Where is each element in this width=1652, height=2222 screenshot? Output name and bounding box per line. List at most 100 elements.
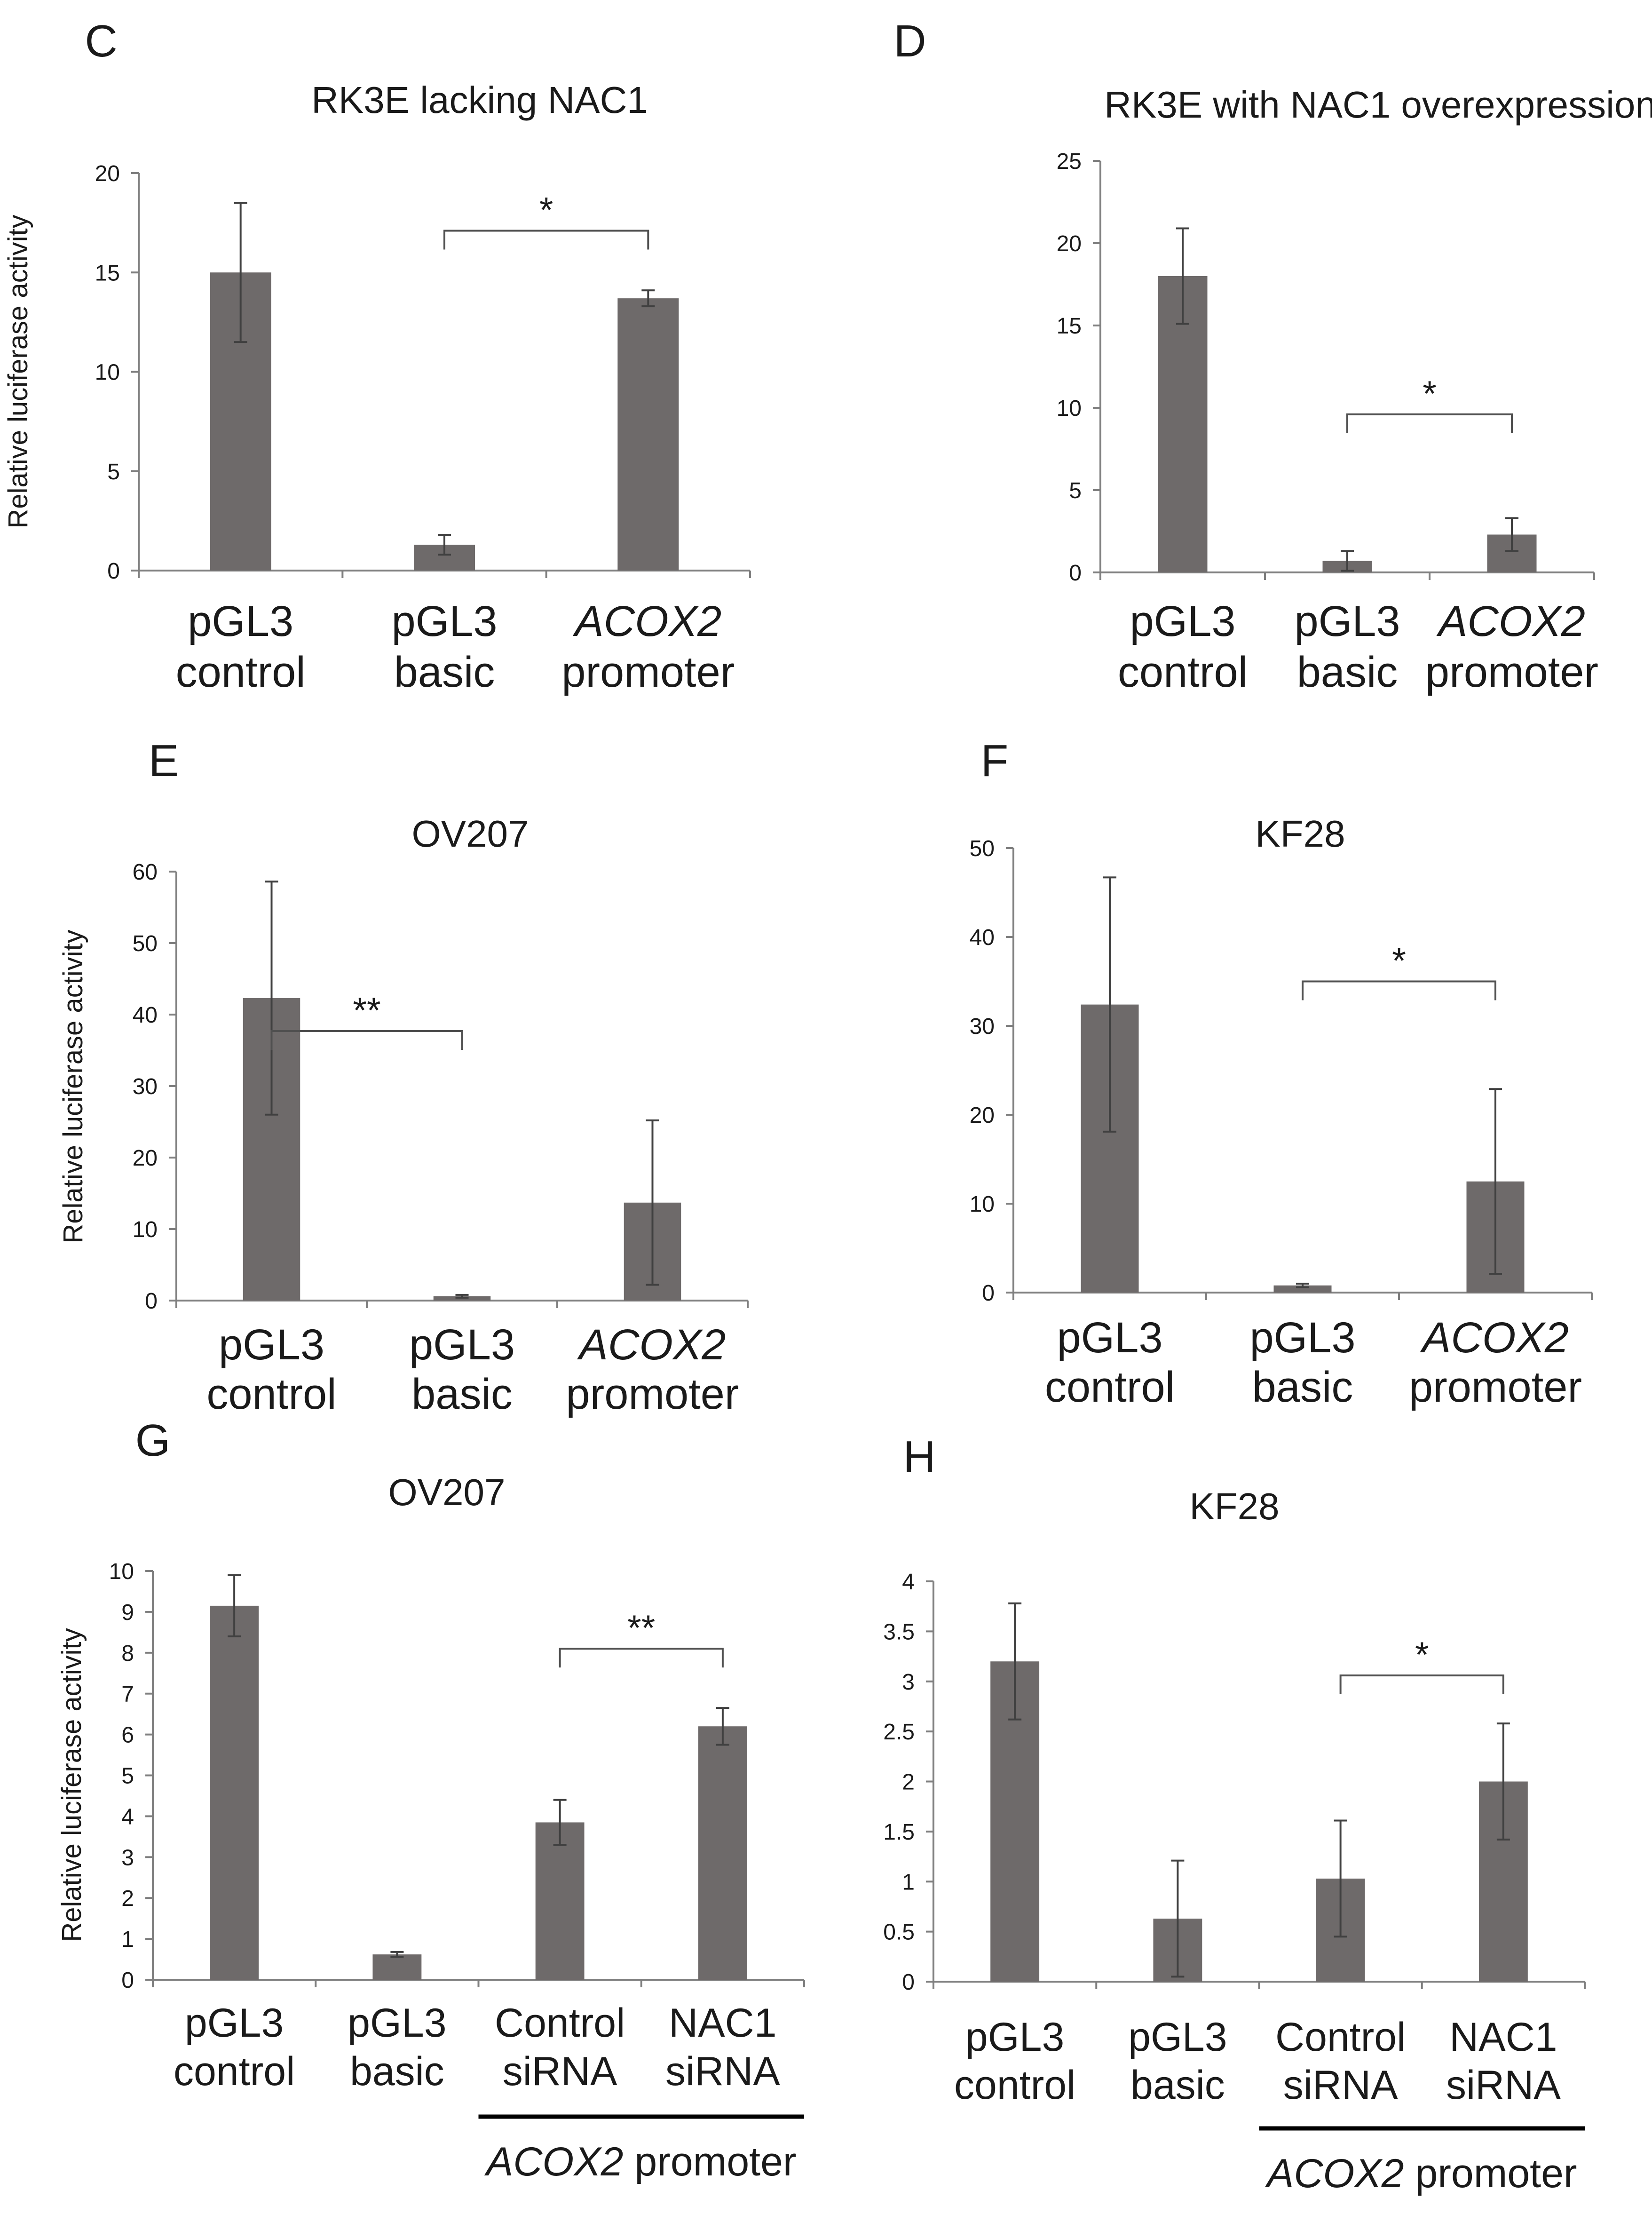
panel-letter: C [85, 16, 117, 66]
x-tick-label: promoter [1425, 648, 1598, 696]
x-tick-label: control [174, 2049, 295, 2094]
y-tick-label: 10 [1057, 396, 1082, 421]
chart-panel-e: E OV207 Relative luciferase activity 0 10 20 3… [58, 736, 749, 1418]
x-tick-label: basic [411, 1370, 513, 1418]
panel-letter: H [903, 1432, 935, 1482]
y-tick-label: 0 [145, 1289, 158, 1314]
y-tick-label: 30 [133, 1074, 158, 1099]
y-axis-label: Relative luciferase activity [58, 929, 88, 1243]
y-tick-label: 0 [982, 1281, 995, 1306]
y-tick-label: 20 [133, 1146, 158, 1171]
y-tick-label: 2 [121, 1886, 134, 1911]
x-tick-label: siRNA [665, 2049, 780, 2094]
group-label-gene: ACOX2 [484, 2139, 624, 2184]
x-tick-label: ACOX2 [1420, 1314, 1569, 1362]
x-tick-label: ACOX2 [1436, 597, 1585, 645]
y-tick-label: 0 [1069, 561, 1082, 586]
x-tick-label: promoter [1409, 1363, 1582, 1411]
significance-marker: ** [627, 1608, 655, 1648]
significance-marker: * [1415, 1635, 1429, 1675]
group-label-rest: promoter [624, 2139, 797, 2184]
y-tick-label: 10 [133, 1217, 158, 1242]
chart-panel-c: C RK3E lacking NAC1 Relative luciferase ac… [3, 16, 751, 696]
panel-letter: G [135, 1415, 171, 1466]
chart-title: OV207 [388, 1471, 505, 1513]
y-tick-label: 0 [107, 559, 120, 584]
x-tick-label: basic [350, 2049, 444, 2094]
y-tick-label: 1 [121, 1927, 134, 1952]
x-tick-label: ACOX2 [572, 597, 721, 645]
x-tick-label: siRNA [503, 2049, 617, 2094]
y-tick-label: 3.5 [883, 1619, 915, 1644]
y-tick-label: 60 [133, 860, 158, 885]
x-tick-label: ACOX2 [577, 1321, 726, 1369]
x-tick-label: pGL3 [1130, 597, 1235, 645]
x-tick-label: pGL3 [965, 2015, 1064, 2060]
bar [1273, 1285, 1332, 1293]
y-tick-label: 0.5 [883, 1920, 915, 1945]
y-tick-label: 25 [1057, 149, 1082, 174]
bar [1158, 276, 1208, 572]
x-tick-label: pGL3 [409, 1321, 515, 1369]
significance-marker: * [1392, 941, 1406, 981]
x-tick-label: control [206, 1370, 336, 1418]
panel-letter: E [149, 736, 179, 786]
y-tick-label: 0 [121, 1968, 134, 1993]
significance-bracket [1346, 413, 1513, 433]
chart-panel-f: FKF2801020304050pGL3controlpGL3basicACOX… [970, 736, 1593, 1411]
y-tick-label: 50 [133, 931, 158, 956]
y-tick-label: 0 [902, 1970, 915, 1995]
x-tick-label: pGL3 [391, 597, 497, 645]
x-tick-label: promoter [561, 648, 735, 696]
bar [535, 1822, 585, 1980]
chart-title: KF28 [1189, 1485, 1279, 1527]
y-tick-label: 1 [902, 1870, 915, 1895]
y-tick-label: 15 [1057, 314, 1082, 339]
significance-bracket [1302, 980, 1496, 1000]
y-tick-label: 20 [970, 1103, 995, 1128]
y-tick-label: 5 [121, 1764, 134, 1789]
panel-letter: F [981, 736, 1009, 786]
x-tick-label: siRNA [1446, 2063, 1561, 2108]
chart-title: RK3E lacking NAC1 [311, 79, 648, 121]
group-label-gene: ACOX2 [1265, 2151, 1404, 2196]
y-tick-label: 10 [95, 360, 120, 385]
x-tick-label: pGL3 [1057, 1314, 1162, 1362]
y-tick-label: 7 [121, 1682, 134, 1707]
y-tick-label: 3 [902, 1670, 915, 1695]
x-tick-label: pGL3 [185, 2000, 284, 2046]
x-tick-label: basic [1297, 648, 1398, 696]
y-tick-label: 9 [121, 1600, 134, 1625]
group-label-rest: promoter [1404, 2151, 1577, 2196]
y-tick-label: 2 [902, 1770, 915, 1795]
y-tick-label: 4 [902, 1570, 915, 1595]
x-tick-label: pGL3 [1249, 1314, 1355, 1362]
bar [698, 1726, 747, 1980]
y-tick-label: 15 [95, 261, 120, 286]
y-tick-label: 3 [121, 1845, 134, 1870]
chart-panel-h: HKF2800.511.522.533.54pGL3controlpGL3bas… [883, 1432, 1586, 2196]
x-tick-label: control [176, 648, 306, 696]
y-tick-label: 8 [121, 1641, 134, 1666]
y-axis-label: Relative luciferase activity [3, 214, 33, 528]
chart-title: OV207 [411, 813, 529, 855]
x-tick-label: promoter [566, 1370, 739, 1418]
y-tick-label: 5 [1069, 478, 1082, 503]
significance-marker: * [1423, 374, 1437, 414]
x-tick-label: pGL3 [1128, 2015, 1227, 2060]
significance-marker: ** [353, 991, 380, 1031]
bar [617, 298, 679, 571]
x-tick-label: NAC1 [1449, 2015, 1557, 2060]
chart-title: RK3E with NAC1 overexpression [1104, 84, 1652, 126]
bar [372, 1954, 422, 1980]
significance-bracket [270, 1030, 463, 1050]
x-tick-label: control [1045, 1363, 1175, 1411]
y-tick-label: 5 [107, 460, 120, 484]
x-tick-label: NAC1 [669, 2000, 776, 2046]
x-tick-label: control [1118, 648, 1248, 696]
x-tick-label: pGL3 [348, 2000, 446, 2046]
y-tick-label: 1.5 [883, 1820, 915, 1845]
chart-panel-g: G OV207 Relative luciferase activity 0 1 2 3 4 5… [56, 1415, 805, 2184]
y-tick-label: 6 [121, 1723, 134, 1748]
